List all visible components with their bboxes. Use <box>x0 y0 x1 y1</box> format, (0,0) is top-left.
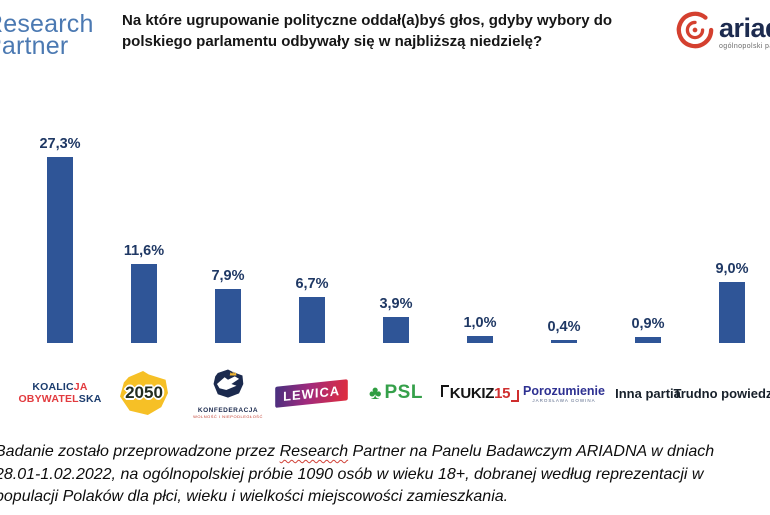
bar-polska-2050 <box>131 264 157 343</box>
category-polska-2050: 2050 <box>102 363 186 423</box>
poland-shape-icon <box>120 371 168 415</box>
inna-partia-label: Inna partia <box>615 385 681 401</box>
ko-logo-text: KOALIC <box>32 381 74 393</box>
ariadna-swirl-icon <box>676 11 714 54</box>
footnote-line1: Badanie zostało przeprowadzone przez Res… <box>0 441 715 464</box>
category-konfederacja: KONFEDERACJA WOLNOŚĆ I NIEPODLEGŁOŚĆ <box>186 363 270 423</box>
ariadna-logo: ariadna ogólnopolski panel badawczy <box>676 11 770 54</box>
psl-logo: ♣ PSL <box>369 382 423 404</box>
ko-logo-text: SKA <box>78 393 102 405</box>
bar-koalicja-obywatelska <box>47 157 73 343</box>
konfederacja-logo: KONFEDERACJA WOLNOŚĆ I NIEPODLEGŁOŚĆ <box>193 367 263 419</box>
bar-konfederacja <box>215 289 241 343</box>
porozumienie-logo-text: Porozumienie <box>523 383 605 398</box>
value-label: 3,9% <box>379 295 413 312</box>
category-koalicja-obywatelska: KOALICJA OBYWATELSKA <box>18 363 102 423</box>
survey-question-title: Na które ugrupowanie polityczne oddał(a)… <box>122 12 613 50</box>
value-label: 11,6% <box>123 243 165 260</box>
clover-icon: ♣ <box>369 382 382 404</box>
chart-column-psl: 3,9% <box>354 136 438 343</box>
footnote-text: Badanie zostało przeprowadzone przez <box>0 443 280 460</box>
kukiz-logo-number: 15 <box>494 384 511 402</box>
ko-logo-text: JA <box>73 381 88 393</box>
methodology-footnote: Badanie zostało przeprowadzone przez Res… <box>0 441 715 509</box>
chart-column-inna-partia: 0,9% <box>606 136 690 343</box>
porozumienie-logo-subtitle: JAROSŁAWA GOWINA <box>532 397 596 403</box>
research-partner-logo: Research Partner <box>0 10 94 60</box>
research-partner-logo-line1: Research <box>0 10 94 38</box>
category-trudno-powiedziec: Trudno powiedzieć <box>674 363 770 423</box>
category-lewica: LEWICA <box>270 363 354 423</box>
konfederacja-logo-subtitle: WOLNOŚĆ I NIEPODLEGŁOŚĆ <box>193 414 263 419</box>
chart-column-koalicja-obywatelska: 27,3% <box>18 136 102 343</box>
chart-column-konfederacja: 7,9% <box>186 136 270 343</box>
ariadna-logo-name: ariadna <box>719 13 770 43</box>
bar-inna-partia <box>635 336 661 343</box>
category-inna-partia: Inna partia <box>606 363 690 423</box>
category-porozumienie: Porozumienie JAROSŁAWA GOWINA <box>522 363 606 423</box>
bar-trudno-powiedziec <box>719 281 745 343</box>
bar-kukiz15 <box>467 336 493 343</box>
value-label: 9,0% <box>715 260 749 277</box>
bar-lewica <box>299 297 325 343</box>
chart-column-trudno-powiedziec: 9,0% <box>690 136 770 343</box>
koalicja-obywatelska-logo: KOALICJA OBYWATELSKA <box>18 381 101 405</box>
footnote-text-underlined: Research <box>279 443 349 460</box>
kukiz-logo-text: KUKIZ <box>449 384 495 402</box>
value-label: 0,4% <box>547 319 581 336</box>
bar-porozumienie <box>551 340 577 343</box>
bar-psl <box>383 316 409 343</box>
value-label: 1,0% <box>463 315 497 332</box>
footnote-line2: 28.01-1.02.2022, na ogólnopolskiej próbi… <box>0 465 704 483</box>
kukiz-bracket-icon <box>440 384 449 397</box>
trudno-powiedziec-label: Trudno powiedzieć <box>673 385 770 401</box>
chart-column-lewica: 6,7% <box>270 136 354 343</box>
porozumienie-logo: Porozumienie JAROSŁAWA GOWINA <box>523 384 605 403</box>
bar-chart: 27,3% 11,6% 7,9% 6,7% 3,9% 1,0% 0,4% 0,9… <box>18 136 770 343</box>
kukiz15-logo: KUKIZ 15 <box>440 384 520 402</box>
konfederacja-eagle-icon <box>208 367 248 406</box>
footnote-line3: populacji Polaków dla płci, wieku i wiel… <box>0 488 509 505</box>
ariadna-logo-subtitle: ogólnopolski panel badawczy <box>719 43 770 50</box>
value-label: 7,9% <box>211 268 245 285</box>
chart-column-kukiz15: 1,0% <box>438 136 522 343</box>
category-psl: ♣ PSL <box>354 363 438 423</box>
polska-2050-logo: 2050 <box>120 371 168 415</box>
p2050-logo-text: 2050 <box>125 383 163 402</box>
category-kukiz15: KUKIZ 15 <box>438 363 522 423</box>
kukiz-bracket-icon <box>511 389 520 402</box>
research-partner-logo-line2: Partner <box>0 32 69 60</box>
footnote-text: Partner na Panelu Badawczym ARIADNA w dn… <box>348 443 715 460</box>
value-label: 6,7% <box>295 276 329 293</box>
chart-column-polska-2050: 11,6% <box>102 136 186 343</box>
ko-logo-text: OBYWATEL <box>18 393 79 405</box>
konfederacja-logo-text: KONFEDERACJA <box>197 407 259 414</box>
lewica-logo: LEWICA <box>275 378 349 408</box>
value-label: 27,3% <box>39 136 81 153</box>
value-label: 0,9% <box>631 315 665 332</box>
chart-column-porozumienie: 0,4% <box>522 136 606 343</box>
psl-logo-text: PSL <box>384 382 423 403</box>
category-axis-logos: KOALICJA OBYWATELSKA 2050 KONFEDERACJA W… <box>18 363 770 423</box>
